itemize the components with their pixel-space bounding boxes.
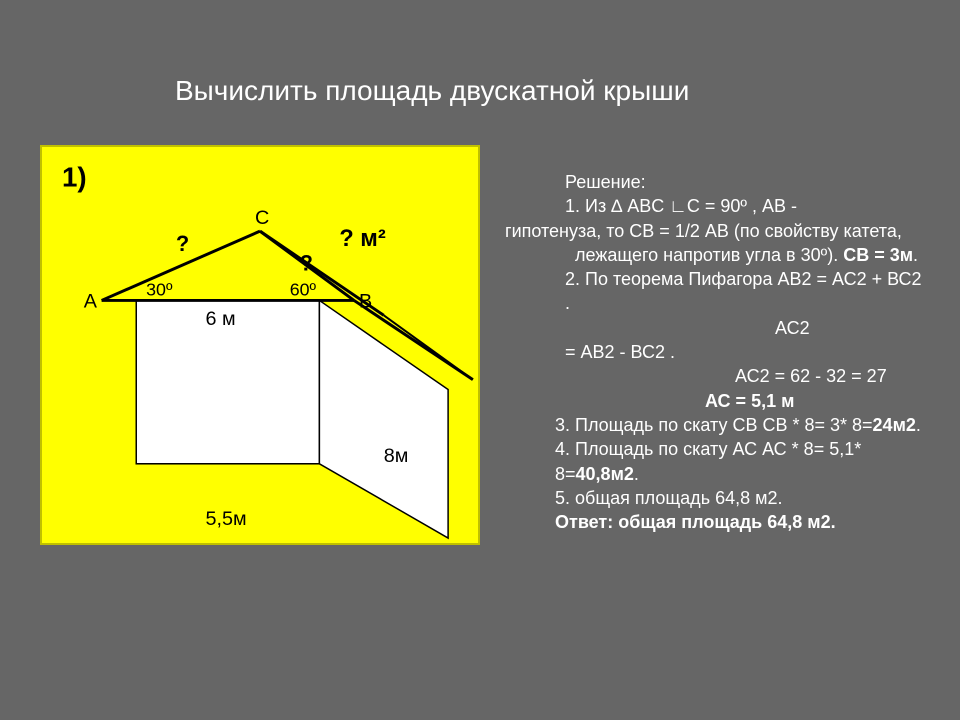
sol-line1b: гипотенуза, то СВ = 1/2 АВ (по свойству … (505, 219, 925, 243)
edge-CB-label: ? (300, 251, 313, 276)
point-C-label: C (255, 207, 269, 229)
solution-heading: Решение: (505, 170, 925, 194)
sol-line5: 5. общая площадь 64,8 м2. (505, 486, 925, 510)
dim-bottom: 5,5м (206, 508, 247, 530)
sol-line2b2: = АВ2 - ВС2 . (505, 340, 925, 364)
sol-answer-wrap: Ответ: общая площадь 64,8 м2. (505, 510, 925, 534)
point-A-label: A (84, 290, 98, 312)
roof-area-label: ? м² (339, 225, 386, 252)
dim-base: 6 м (206, 308, 236, 330)
edge-AC-label: ? (176, 231, 189, 256)
sol-line4-wrap: 4. Площадь по скату АС АС * 8= 5,1* 8=40… (505, 437, 925, 486)
sol-line2a: 2. По теорема Пифагора АВ2 = АС2 + ВС2 . (505, 267, 925, 316)
sol-line2-bold-wrap: АС = 5,1 м (505, 389, 925, 413)
sol-line2b-wrap: АС2 (505, 316, 925, 340)
diagram-number: 1) (62, 162, 87, 193)
sol-line3-bold: 24м2 (873, 415, 916, 435)
page-title: Вычислить площадь двускатной крыши (175, 75, 689, 107)
sol-line1c: лежащего напротив угла в 30º). (505, 245, 838, 265)
dim-length: 8м (384, 445, 409, 467)
point-B-label: B (359, 290, 372, 312)
solution-text: Решение: 1. Из ∆ ABC ∟С = 90º , АВ - гип… (505, 170, 925, 534)
house-side (319, 300, 448, 538)
sol-line1a: 1. Из ∆ ABC ∟С = 90º , АВ - (505, 194, 925, 218)
sol-line1-bold: СВ = 3м (838, 245, 913, 265)
sol-line1c-wrap: лежащего напротив угла в 30º). СВ = 3м. (505, 243, 925, 267)
sol-line3a: 3. Площадь по скату СВ СВ * 8= 3* 8= (555, 415, 873, 435)
angle-A: 30º (146, 280, 173, 300)
sol-line2-bold: АС = 5,1 м (705, 391, 794, 411)
sol-line4-bold: 40,8м2 (576, 464, 634, 484)
sol-line2c: АС2 = 62 - 32 = 27 (505, 364, 925, 388)
sol-line3-wrap: 3. Площадь по скату СВ СВ * 8= 3* 8=24м2… (505, 413, 925, 437)
roof-diagram: 1) A C B 30º 60º ? ? ? м² 6 м 8м 5,5м (40, 145, 480, 545)
sol-answer: Ответ: общая площадь 64,8 м2. (555, 512, 836, 532)
sol-line2b-pre: АС2 (775, 318, 810, 338)
angle-B: 60º (290, 280, 317, 300)
